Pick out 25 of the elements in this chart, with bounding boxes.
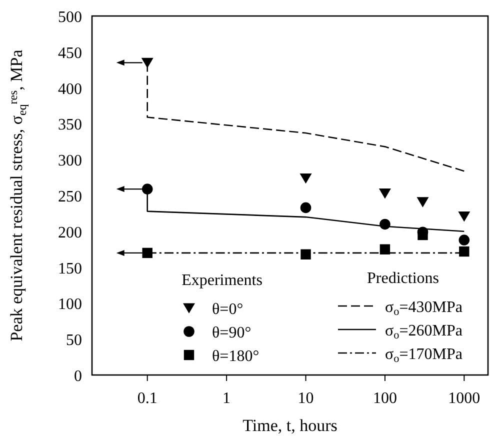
y-tick-label: 150 [58, 260, 82, 278]
x-axis-title: Time, t, hours [242, 416, 338, 435]
y-tick-label: 50 [66, 332, 82, 350]
legend-label: θ=180° [212, 348, 260, 365]
y-tick-label: 0 [74, 368, 82, 385]
text: Predictions [367, 270, 439, 287]
legend-label: σ$_{o}$=430MPa [385, 299, 462, 318]
y-tick-label: 450 [58, 44, 82, 62]
y-tick-label: 400 [58, 80, 82, 98]
x-tick-label: 1000 [448, 390, 480, 407]
y-tick-label: 100 [58, 296, 82, 314]
x-tick-label: 10 [298, 390, 314, 407]
legend-label: σ$_{o}$=170MPa [385, 346, 462, 366]
y-tick-label: 200 [58, 224, 82, 242]
y-tick-label: 250 [58, 188, 82, 206]
legend-label: θ=0° [212, 301, 244, 318]
y-tick-label: 500 [58, 9, 82, 26]
x-tick-label: 100 [372, 390, 397, 407]
text: Experiments [182, 272, 262, 289]
legend-label: θ=90° [212, 324, 252, 342]
y-tick-label: 350 [58, 116, 82, 134]
x-tick-label: 0.1 [137, 390, 158, 407]
x-tick-label: 1 [222, 390, 231, 407]
y-tick-label: 300 [58, 152, 82, 170]
legend-label: σ$_{o}$=260MPa [385, 322, 462, 342]
